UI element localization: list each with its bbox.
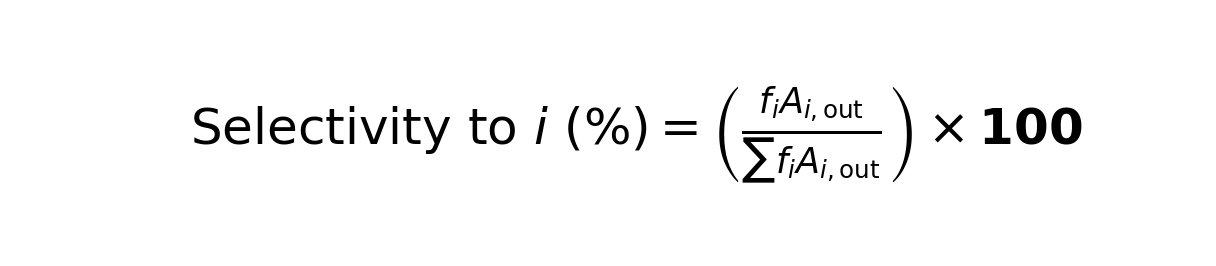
Text: $\mathregular{Selectivity\ to\ }i\ (\%) = \left(\frac{f_i A_{i,\mathrm{out}}}{\s: $\mathregular{Selectivity\ to\ }i\ (\%) … <box>190 84 1082 185</box>
